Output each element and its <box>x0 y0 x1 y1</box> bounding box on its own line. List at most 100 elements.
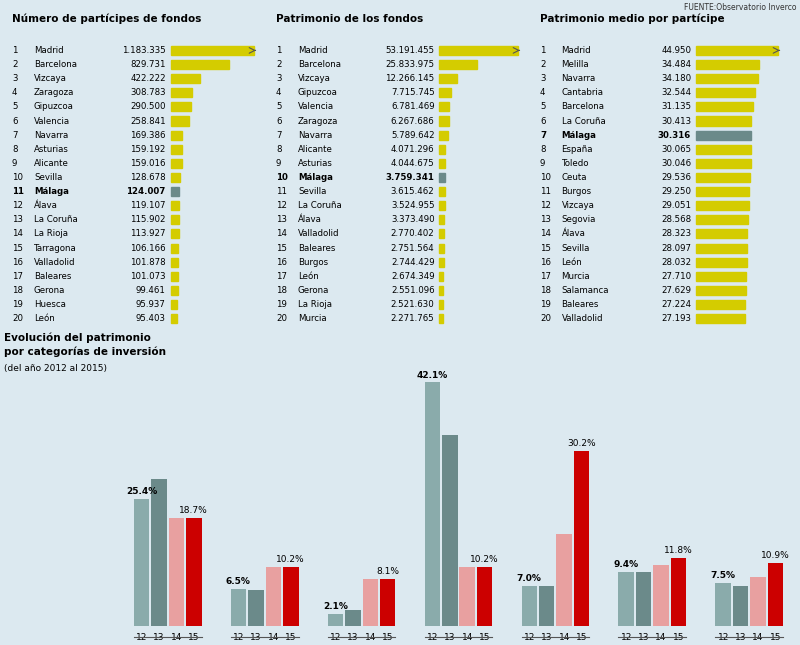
Text: 9.4%: 9.4% <box>614 560 638 569</box>
Text: 30.065: 30.065 <box>661 144 691 154</box>
Bar <box>170 286 178 295</box>
Text: 25.833.975: 25.833.975 <box>386 60 434 69</box>
Text: 29.250: 29.250 <box>662 187 691 196</box>
Text: 20: 20 <box>540 314 551 323</box>
Text: Vizcaya: Vizcaya <box>34 74 67 83</box>
Text: Álava: Álava <box>298 215 322 224</box>
Text: 6: 6 <box>276 117 282 126</box>
Text: Málaga: Málaga <box>298 173 333 182</box>
Text: Barcelona: Barcelona <box>562 103 605 112</box>
Text: 9: 9 <box>276 159 282 168</box>
Text: 4: 4 <box>540 88 546 97</box>
Text: 113.927: 113.927 <box>130 230 166 239</box>
Text: 5: 5 <box>12 103 18 112</box>
Bar <box>439 257 443 267</box>
Text: 15: 15 <box>12 244 23 253</box>
Bar <box>170 144 182 154</box>
Bar <box>439 144 446 154</box>
Text: 9: 9 <box>540 159 546 168</box>
Text: 308.783: 308.783 <box>130 88 166 97</box>
Bar <box>696 159 750 168</box>
Text: 53.191.455: 53.191.455 <box>386 46 434 55</box>
Text: Madrid: Madrid <box>562 46 591 55</box>
Bar <box>750 577 766 626</box>
Text: 4: 4 <box>276 88 282 97</box>
Text: 12: 12 <box>540 201 551 210</box>
Text: Valladolid: Valladolid <box>34 258 75 266</box>
Bar <box>442 435 458 626</box>
Text: 27.710: 27.710 <box>661 272 691 281</box>
Text: Gerona: Gerona <box>34 286 66 295</box>
Text: 1.183.335: 1.183.335 <box>122 46 166 55</box>
Bar <box>170 272 178 281</box>
Bar <box>380 579 395 626</box>
Text: Burgos: Burgos <box>562 187 592 196</box>
Bar <box>266 567 281 626</box>
Text: Málaga: Málaga <box>34 187 69 196</box>
Text: 6.267.686: 6.267.686 <box>391 117 434 126</box>
Text: Segovia: Segovia <box>562 215 596 224</box>
Bar <box>459 567 475 626</box>
Text: 31.135: 31.135 <box>661 103 691 112</box>
Text: 4: 4 <box>12 88 18 97</box>
Text: FUENTE:Observatorio Inverco: FUENTE:Observatorio Inverco <box>683 3 796 12</box>
Text: Valencia: Valencia <box>298 103 334 112</box>
Text: Valladolid: Valladolid <box>562 314 603 323</box>
Bar <box>618 572 634 626</box>
Text: Sevilla: Sevilla <box>298 187 326 196</box>
Text: 2: 2 <box>12 60 18 69</box>
Text: 159.192: 159.192 <box>130 144 166 154</box>
Bar <box>170 244 178 253</box>
Text: Zaragoza: Zaragoza <box>298 117 338 126</box>
Text: 30.046: 30.046 <box>661 159 691 168</box>
Bar <box>696 74 758 83</box>
Text: Navarra: Navarra <box>34 131 68 139</box>
Bar <box>439 244 443 253</box>
Bar <box>671 558 686 626</box>
Text: 124.007: 124.007 <box>126 187 166 196</box>
Bar <box>439 173 445 182</box>
Text: Gipuzcoa: Gipuzcoa <box>34 103 74 112</box>
Text: 16: 16 <box>540 258 551 266</box>
Text: 101.878: 101.878 <box>130 258 166 266</box>
Text: 3: 3 <box>276 74 282 83</box>
Bar <box>439 130 448 139</box>
Text: 119.107: 119.107 <box>130 201 166 210</box>
Text: Patrimonio de los fondos: Patrimonio de los fondos <box>276 14 423 25</box>
Text: 11: 11 <box>12 187 24 196</box>
Bar <box>439 300 443 309</box>
Bar <box>439 314 443 323</box>
Text: 3.373.490: 3.373.490 <box>391 215 434 224</box>
Text: Vizcaya: Vizcaya <box>562 201 594 210</box>
Text: Salamanca: Salamanca <box>562 286 609 295</box>
Text: 14: 14 <box>12 230 23 239</box>
Text: 422.222: 422.222 <box>130 74 166 83</box>
Text: 8.1%: 8.1% <box>376 568 399 577</box>
Text: Barcelona: Barcelona <box>34 60 77 69</box>
Text: 5: 5 <box>540 103 546 112</box>
Text: 10: 10 <box>12 173 23 182</box>
Bar <box>696 215 748 224</box>
Text: 18: 18 <box>540 286 551 295</box>
Text: 7.715.745: 7.715.745 <box>391 88 434 97</box>
Text: La Coruña: La Coruña <box>298 201 342 210</box>
Text: Madrid: Madrid <box>298 46 327 55</box>
Text: 1: 1 <box>276 46 282 55</box>
Text: Asturias: Asturias <box>34 144 69 154</box>
Bar <box>439 117 449 126</box>
Bar <box>696 88 755 97</box>
Text: 5: 5 <box>276 103 282 112</box>
Bar <box>283 567 298 626</box>
Text: 115.902: 115.902 <box>130 215 166 224</box>
Text: Baleares: Baleares <box>562 300 599 309</box>
Text: 15: 15 <box>540 244 551 253</box>
Text: 11: 11 <box>276 187 287 196</box>
Text: 18.7%: 18.7% <box>179 506 208 515</box>
Text: 10.2%: 10.2% <box>277 555 305 564</box>
Text: Valencia: Valencia <box>34 117 70 126</box>
Text: 99.461: 99.461 <box>136 286 166 295</box>
Text: 14: 14 <box>540 230 551 239</box>
Text: La Coruña: La Coruña <box>34 215 78 224</box>
Text: 13: 13 <box>12 215 23 224</box>
Text: 34.484: 34.484 <box>661 60 691 69</box>
